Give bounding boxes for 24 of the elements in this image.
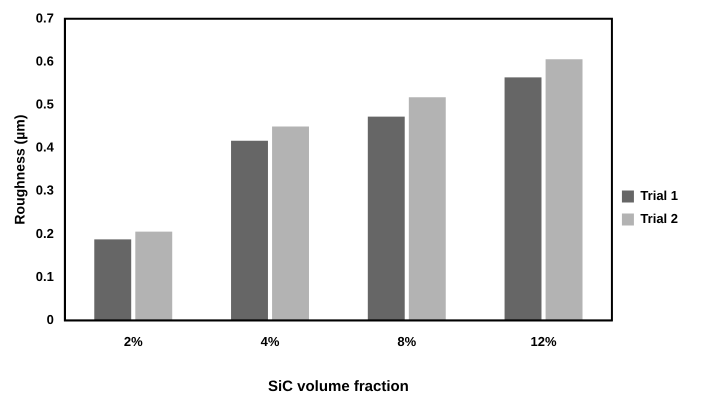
y-tick-label: 0.4: [36, 140, 55, 155]
x-tick-label: 8%: [397, 334, 417, 349]
x-tick-label: 4%: [260, 334, 280, 349]
y-tick-label: 0.2: [36, 226, 54, 241]
bar: [272, 126, 309, 320]
y-tick-label: 0: [46, 312, 54, 327]
x-tick-label: 12%: [530, 334, 557, 349]
y-tick-label: 0.1: [36, 268, 54, 284]
x-axis-title: SiC volume fraction: [268, 378, 409, 396]
legend-label: Trial 2: [640, 211, 678, 226]
bar: [135, 232, 172, 320]
legend-label: Trial 1: [640, 188, 678, 204]
bar: [368, 116, 405, 320]
y-tick-label: 0.6: [36, 53, 54, 68]
y-axis-title: Roughness (µm): [11, 114, 28, 225]
bar: [546, 59, 583, 320]
y-tick-label: 0.5: [36, 96, 54, 112]
x-tick-label: 2%: [124, 334, 144, 349]
bar: [408, 97, 446, 320]
bar: [94, 239, 132, 320]
bar: [231, 140, 268, 320]
y-tick-label: 0.7: [36, 10, 54, 26]
y-tick-label: 0.3: [36, 182, 54, 198]
bar: [504, 77, 542, 320]
